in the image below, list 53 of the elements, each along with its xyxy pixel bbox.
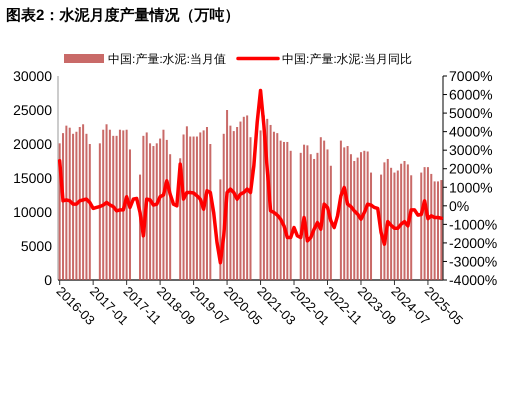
bar [286, 142, 288, 280]
bar [196, 136, 198, 280]
bar [106, 124, 108, 280]
bar [282, 142, 285, 280]
bar [202, 130, 205, 280]
y2-tick-label: 1000% [449, 179, 493, 196]
y2-tick-label: -3000% [449, 253, 498, 270]
y2-tick-label: 4000% [449, 124, 493, 140]
y2-tick-label: 7000% [449, 68, 493, 84]
legend-label: 中国:产量:水泥:当月同比 [282, 52, 412, 66]
bar [346, 146, 349, 280]
y2-tick-label: 0% [449, 198, 470, 214]
y2-tick-label: -2000% [449, 234, 498, 251]
y-tick-label: 30000 [13, 68, 52, 84]
bar [192, 136, 195, 280]
bar [68, 128, 71, 280]
y-tick-label: 0 [44, 272, 52, 288]
bar [242, 116, 245, 280]
bar [276, 133, 278, 280]
bar [118, 130, 121, 280]
bar [199, 132, 202, 280]
y-tick-label: 25000 [13, 102, 52, 118]
bar [162, 130, 164, 280]
y2-tick-label: -1000% [449, 216, 498, 232]
chart-title: 图表2：水泥月度产量情况（万吨） [6, 6, 240, 24]
bar [65, 126, 68, 280]
bar [436, 181, 439, 280]
line-series [58, 88, 444, 264]
y2-tick-label: 5000% [449, 105, 493, 122]
bar [406, 164, 409, 280]
bar [366, 151, 369, 280]
bar [400, 164, 402, 280]
bar [360, 152, 362, 280]
y-tick-label: 15000 [13, 170, 52, 186]
y2-tick-label: 3000% [449, 142, 493, 158]
bar [206, 127, 208, 280]
bar [246, 115, 248, 280]
bar [78, 127, 81, 280]
legend-label: 中国:产量:水泥:当月值 [108, 52, 226, 66]
y-tick-label: 10000 [13, 204, 52, 220]
bar [363, 150, 366, 280]
bar [186, 126, 188, 280]
y-tick-label: 20000 [13, 136, 52, 152]
y2-tick-label: 6000% [449, 86, 493, 103]
y2-tick-label: -4000% [449, 272, 498, 288]
bar [152, 146, 154, 280]
bar [82, 124, 84, 280]
bar [126, 130, 128, 280]
y-tick-label: 5000 [20, 238, 52, 254]
bar [122, 130, 124, 280]
y2-tick-label: 2000% [449, 160, 493, 177]
bar [403, 161, 406, 280]
bar [440, 180, 442, 280]
